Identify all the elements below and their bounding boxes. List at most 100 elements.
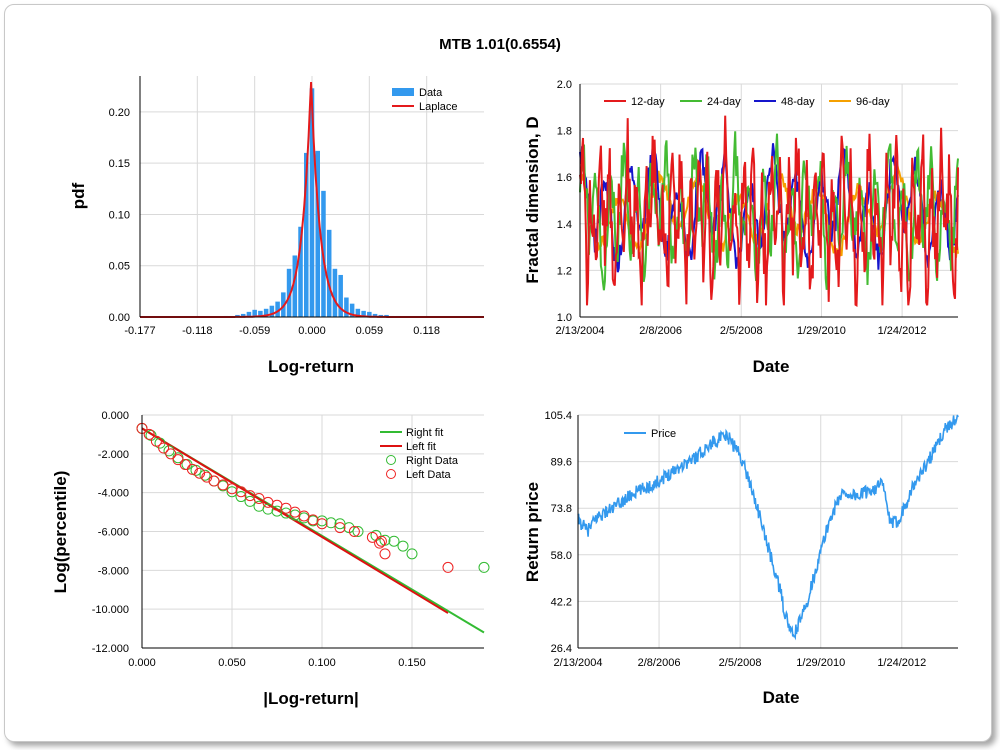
x-tick-label: -0.059 — [239, 325, 270, 337]
right-data-point — [163, 445, 175, 457]
x-tick-label: 0.100 — [308, 657, 336, 669]
histogram-bar — [326, 229, 332, 317]
histogram-bar — [338, 274, 343, 317]
left-data-point — [307, 514, 319, 526]
x-axis-label: Date — [753, 357, 790, 376]
y-axis-label: Fractal dimension, D — [523, 116, 542, 283]
y-tick-label: 1.4 — [557, 219, 572, 231]
y-tick-label: 1.2 — [557, 265, 572, 277]
figure-title: MTB 1.01(0.6554) — [439, 36, 561, 53]
histogram-bar — [315, 150, 320, 317]
left-data-point — [289, 506, 301, 518]
y-tick-label: -4.000 — [98, 488, 129, 500]
y-tick-label: 73.8 — [551, 503, 572, 515]
x-tick-label: 0.118 — [413, 325, 440, 337]
histogram-bar — [263, 308, 269, 317]
legend-label-12-day: 12-day — [631, 96, 665, 108]
y-tick-label: -10.000 — [92, 604, 129, 616]
right-data-point — [316, 515, 328, 527]
left-data-point — [208, 475, 220, 487]
left-data-point — [316, 518, 328, 530]
legend-label-48-day: 48-day — [781, 96, 815, 108]
histogram-bar — [349, 303, 355, 317]
left-fit-line — [141, 427, 449, 614]
left-data-point — [235, 486, 247, 498]
histogram-bar — [246, 311, 252, 317]
y-axis-label: Log(percentile) — [51, 471, 70, 594]
y-tick-label: 0.15 — [109, 158, 130, 170]
right-data-point — [226, 486, 238, 498]
y-tick-label: 26.4 — [551, 643, 572, 655]
x-tick-label: 0.059 — [356, 325, 384, 337]
x-tick-label: 2/5/2008 — [720, 325, 763, 337]
legend-right-fit-label: Right fit — [406, 427, 443, 439]
left-data-point — [150, 435, 162, 447]
y-tick-label: 0.10 — [109, 209, 130, 221]
percentile-panel: 0.000 0.050 0.100 0.150 0.000 -2.000 -4.000 -6.… — [51, 410, 490, 708]
right-data-point — [334, 518, 346, 530]
legend-label-24-day: 24-day — [707, 96, 741, 108]
left-data-point — [280, 502, 292, 514]
left-data-point — [298, 510, 310, 522]
x-axis-label: Log-return — [268, 357, 354, 376]
histogram-bar — [355, 308, 361, 317]
x-tick-label: 1/24/2012 — [877, 657, 926, 669]
y-tick-label: -2.000 — [98, 449, 129, 461]
x-tick-label: 2/5/2008 — [719, 657, 762, 669]
left-data-point — [253, 492, 265, 504]
x-tick-label: 0.000 — [298, 325, 326, 337]
right-data-point — [397, 540, 409, 552]
legend-right-data-swatch — [386, 455, 396, 465]
left-data-point — [348, 526, 360, 537]
histogram-bar — [304, 152, 309, 317]
histogram-bar — [240, 313, 246, 317]
fractal-panel: 2/13/2004 2/8/2006 2/5/2008 1/29/2010 1/24/2… — [523, 79, 959, 376]
left-data-point — [143, 428, 155, 440]
left-data-point — [334, 522, 346, 534]
y-axis-label: Return price — [523, 482, 542, 582]
x-tick-label: 2/13/2004 — [556, 325, 605, 337]
y-tick-label: 1.6 — [557, 172, 572, 184]
histogram-bar — [309, 88, 315, 317]
legend-left-data-label: Left Data — [406, 469, 452, 481]
histogram-bar — [367, 311, 372, 317]
left-data-point — [217, 479, 229, 491]
histogram-bar — [332, 268, 338, 317]
right-data-point — [352, 526, 364, 537]
y-axis-label: pdf — [69, 182, 88, 209]
x-tick-label: 0.150 — [398, 657, 426, 669]
y-tick-label: 1.0 — [557, 312, 572, 324]
y-tick-label: 89.6 — [551, 457, 572, 469]
left-data-point — [366, 531, 378, 543]
x-tick-label: 1/29/2010 — [797, 325, 846, 337]
legend-left-data-swatch — [386, 469, 396, 479]
left-data-point — [442, 561, 454, 573]
right-data-point — [199, 469, 211, 481]
y-tick-label: 58.0 — [551, 550, 572, 562]
histogram-bar — [298, 226, 303, 317]
y-tick-label: 42.2 — [551, 596, 572, 608]
histogram-bar — [372, 313, 378, 317]
right-data-point — [262, 503, 274, 515]
histogram-bar — [292, 255, 298, 317]
histogram-bar — [286, 268, 292, 317]
x-tick-label: 0.000 — [128, 657, 156, 669]
y-tick-label: -6.000 — [98, 527, 129, 539]
legend-left-fit-label: Left fit — [406, 441, 436, 453]
y-tick-label: 2.0 — [557, 79, 572, 91]
histogram-bar — [258, 310, 263, 317]
legend-data-label: Data — [419, 87, 443, 99]
legend-price-label: Price — [651, 428, 676, 440]
series-line-12-day — [579, 115, 959, 308]
right-data-point — [325, 517, 337, 529]
histogram-bar — [361, 310, 366, 317]
chart-frame — [4, 4, 992, 742]
price-line — [577, 414, 959, 641]
right-data-point — [253, 500, 265, 512]
histogram-bar — [269, 305, 275, 317]
y-tick-label: -12.000 — [92, 643, 129, 655]
left-data-point — [379, 548, 391, 560]
right-data-point — [406, 548, 418, 560]
left-data-point — [201, 471, 213, 483]
y-tick-label: 0.20 — [109, 107, 130, 119]
